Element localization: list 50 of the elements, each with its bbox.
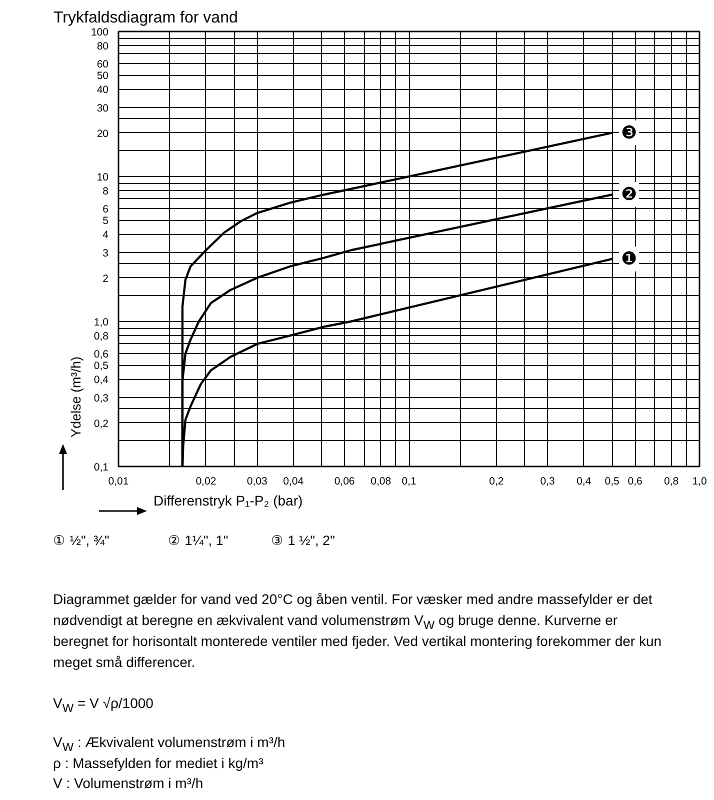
x-axis-title: Differenstryk P₁-P₂ (bar) [154,492,303,508]
x-tick-label: 0,3 [540,476,556,488]
x-tick-label: 0,6 [628,476,643,488]
x-tick-label: 0,5 [604,476,620,488]
y-tick-label: 4 [102,229,109,242]
x-tick-label: 0,04 [283,476,304,488]
text: ① ½", ¾" [53,532,110,550]
text: ρ : Massefylden for mediet i kg/m³ [53,754,264,773]
y-tick-label: 0,3 [94,392,109,404]
y-tick-label: 3 [102,247,109,260]
y-tick-label: 100 [90,26,109,38]
text: V$_{W}$ = V √ρ/1000 [53,694,154,715]
y-tick-label: 80 [96,40,109,53]
y-tick-label: 0,1 [94,462,109,474]
y-tick-label: 0,2 [94,418,109,430]
x-tick-label: 0,4 [576,476,592,488]
y-tick-label: 5 [102,215,109,228]
x-tick-label: 0,06 [334,476,355,488]
x-tick-label: 0,03 [246,476,268,488]
text: V : Volumenstrøm i m³/h [53,774,204,793]
y-tick-label: 10 [96,172,109,184]
x-tick-label: 0,08 [370,476,392,488]
y-tick-label: 0,6 [94,348,109,361]
text: ② 1¼", 1" [168,532,230,550]
y-tick-label: 1,0 [94,316,109,328]
y-tick-label: 2 [102,272,109,285]
y-tick-label: 50 [96,70,109,82]
x-tick-label: 0,2 [489,476,504,488]
x-tick-label: 0,1 [402,476,416,488]
y-tick-label: 6 [102,204,109,216]
text: ③ 1 ½", 2" [271,532,336,550]
x-tick-label: 0,02 [196,476,216,488]
y-tick-label: 0,4 [94,374,109,386]
series-label: ❸ [620,122,638,144]
y-tick-label: 0,8 [94,330,109,343]
y-tick-label: 60 [96,58,109,71]
y-tick-label: 8 [102,186,109,198]
y-tick-label: 0,5 [94,360,109,372]
x-tick-label: 0,8 [664,476,679,488]
x-tick-label: 1,0 [692,476,707,488]
series-label: ❷ [620,184,638,206]
chart-title: Trykfaldsdiagram for vand [54,10,238,26]
series-label: ❶ [620,248,638,270]
y-axis-title: Ydelse (m³/h) [68,356,84,438]
y-tick-label: 40 [96,84,109,96]
y-tick-label: 30 [96,102,109,114]
x-tick-label: 0,01 [108,476,129,488]
y-tick-label: 20 [96,128,109,140]
text: V$_{W}$ : Ækvivalent volumenstrøm i m³/h [53,733,286,754]
text: Diagrammet gælder for vand ved 20°C og åben ventil. For væsker med andre massefylder er det nødvendigt at beregne en ækvivalent vand volumenstrøm V$_{W}$ og bruge denne. Kurverne er beregnet for horisontalt monterede ventiler med fjeder. Ved vertikal montering forekommer der kun meget små differencer. [53,590,663,672]
